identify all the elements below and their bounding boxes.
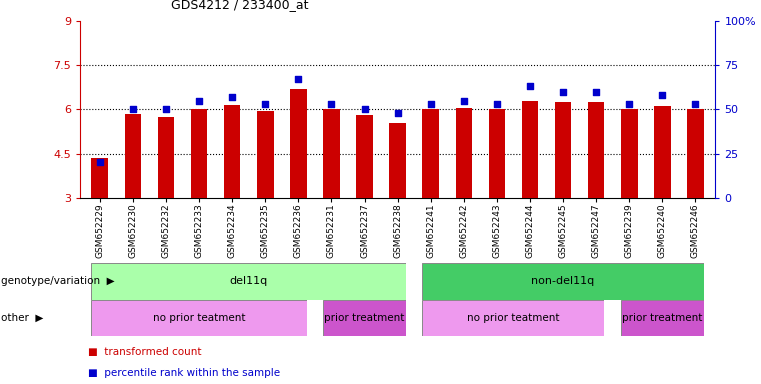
Bar — [125, 114, 141, 198]
Bar — [555, 102, 572, 198]
Bar — [422, 109, 439, 198]
Point — [193, 98, 205, 104]
Bar — [290, 89, 307, 198]
Text: genotype/variation  ▶: genotype/variation ▶ — [1, 276, 114, 286]
Bar — [91, 158, 108, 198]
Point — [326, 101, 338, 107]
Point — [590, 89, 602, 95]
Bar — [191, 109, 207, 198]
Point — [689, 101, 702, 107]
Text: prior treatment: prior treatment — [622, 313, 702, 323]
Point — [292, 76, 304, 83]
Point — [491, 101, 503, 107]
Bar — [257, 111, 273, 198]
Bar — [687, 109, 704, 198]
Bar — [224, 105, 240, 198]
Point — [358, 106, 371, 113]
Bar — [489, 109, 505, 198]
Point — [425, 101, 437, 107]
Text: non-del11q: non-del11q — [531, 276, 595, 286]
Point — [557, 89, 569, 95]
Point — [656, 92, 668, 98]
Bar — [588, 102, 604, 198]
Bar — [158, 117, 174, 198]
Point — [127, 106, 139, 113]
Text: prior treatment: prior treatment — [324, 313, 405, 323]
Text: no prior teatment: no prior teatment — [467, 313, 559, 323]
Text: ■  percentile rank within the sample: ■ percentile rank within the sample — [88, 368, 279, 378]
Bar — [456, 108, 472, 198]
Text: no prior teatment: no prior teatment — [153, 313, 245, 323]
Bar — [323, 109, 339, 198]
Point — [524, 83, 536, 89]
Text: ■  transformed count: ■ transformed count — [88, 347, 201, 357]
Text: other  ▶: other ▶ — [1, 313, 43, 323]
Point — [391, 110, 403, 116]
Point — [160, 106, 172, 113]
Text: del11q: del11q — [230, 276, 268, 286]
Point — [457, 98, 470, 104]
Bar — [390, 123, 406, 198]
Bar — [522, 101, 538, 198]
Bar — [356, 115, 373, 198]
Bar — [654, 106, 670, 198]
Point — [623, 101, 635, 107]
Text: GDS4212 / 233400_at: GDS4212 / 233400_at — [171, 0, 309, 12]
Point — [94, 159, 106, 166]
Point — [260, 101, 272, 107]
Point — [226, 94, 238, 100]
Bar — [621, 109, 638, 198]
